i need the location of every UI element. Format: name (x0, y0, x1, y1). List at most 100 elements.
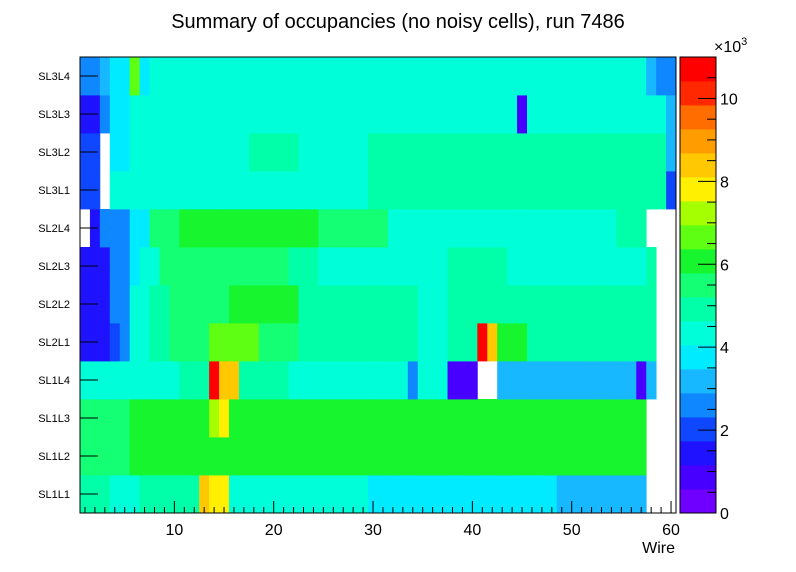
heatmap-cell (278, 171, 289, 210)
heatmap-cell (169, 95, 180, 134)
heatmap-cell (328, 361, 339, 400)
heatmap-cell (348, 475, 359, 514)
heatmap-cell (467, 437, 478, 476)
heatmap-cell (517, 57, 528, 96)
heatmap-cell (209, 133, 220, 172)
x-tick-label: 60 (662, 522, 680, 539)
heatmap-cell (378, 57, 389, 96)
heatmap-cell (159, 437, 170, 476)
heatmap-cell (358, 171, 369, 210)
heatmap-cell (636, 209, 647, 248)
heatmap-cell (467, 171, 478, 210)
heatmap-cell (179, 323, 190, 362)
heatmap-cell (646, 285, 657, 324)
heatmap-cell (149, 323, 160, 362)
heatmap-cell (258, 361, 270, 400)
heatmap-cell (487, 171, 498, 210)
heatmap-cell (159, 95, 170, 134)
heatmap-cell (417, 323, 429, 362)
heatmap-cell (487, 323, 498, 362)
heatmap-cell (209, 399, 220, 438)
heatmap-cell (566, 209, 578, 248)
heatmap-cell (99, 475, 111, 514)
heatmap-cell (407, 285, 419, 324)
heatmap-cell (487, 95, 498, 134)
heatmap-cell (328, 247, 339, 286)
heatmap-cell (536, 209, 548, 248)
x-tick-label: 50 (563, 522, 581, 539)
heatmap-cell (586, 285, 597, 324)
heatmap-cell (348, 323, 359, 362)
heatmap-cell (179, 399, 190, 438)
heatmap-cell (457, 399, 468, 438)
colorbar-tick-label: 6 (720, 257, 729, 274)
heatmap-cell (109, 285, 121, 324)
heatmap-cell (318, 361, 329, 400)
heatmap-cell (119, 399, 131, 438)
heatmap-cell (487, 247, 498, 286)
heatmap-cell (368, 437, 379, 476)
heatmap-cell (248, 361, 260, 400)
x-tick-label: 40 (463, 522, 481, 539)
heatmap-cell (348, 247, 359, 286)
heatmap-cell (149, 95, 160, 134)
heatmap-cell (527, 475, 538, 514)
colorbar-segment (680, 201, 716, 226)
heatmap-cell (586, 209, 597, 248)
heatmap-cell (497, 95, 508, 134)
heatmap-cell (427, 475, 438, 514)
heatmap-cell (636, 361, 647, 400)
colorbar-segment (680, 249, 716, 274)
heatmap-cell (517, 361, 528, 400)
heatmap-cell (487, 57, 498, 96)
heatmap-cell (487, 437, 498, 476)
heatmap-cell (368, 475, 379, 514)
heatmap-cell (199, 399, 210, 438)
heatmap-cell (447, 361, 458, 400)
heatmap-cell (437, 437, 448, 476)
heatmap-cell (248, 133, 260, 172)
heatmap-cell (149, 133, 160, 172)
heatmap-cell (507, 399, 518, 438)
x-tick-label: 10 (165, 522, 183, 539)
heatmap-cell (308, 133, 319, 172)
heatmap-cell (209, 171, 220, 210)
heatmap-cell (586, 323, 597, 362)
heatmap-cell (209, 437, 220, 476)
heatmap-cell (467, 361, 478, 400)
heatmap-cell (308, 285, 319, 324)
heatmap-cell (119, 475, 131, 514)
heatmap-cell (586, 247, 597, 286)
heatmap-cell (238, 361, 250, 400)
heatmap-cell (626, 95, 637, 134)
heatmap-cell (99, 247, 111, 286)
heatmap-cell (179, 361, 190, 400)
heatmap-cell (586, 361, 597, 400)
heatmap-cell (556, 171, 568, 210)
colorbar-segment (680, 321, 716, 346)
heatmap-cell (546, 437, 558, 476)
heatmap-cell (129, 57, 140, 96)
heatmap-cell (229, 361, 240, 400)
heatmap-cell (368, 361, 379, 400)
heatmap-cell (139, 361, 150, 400)
heatmap-cell (527, 247, 538, 286)
heatmap-cell (368, 247, 379, 286)
heatmap-cell (179, 437, 190, 476)
heatmap-cell (546, 475, 558, 514)
heatmap-cell (517, 475, 528, 514)
colorbar-segment (680, 153, 716, 178)
heatmap-cell (288, 323, 299, 362)
heatmap-cell (219, 437, 230, 476)
heatmap-cell (209, 247, 220, 286)
heatmap-cell (666, 57, 677, 96)
heatmap-cell (457, 95, 468, 134)
heatmap-cell (467, 95, 478, 134)
heatmap-cell (507, 57, 518, 96)
heatmap-cell (318, 323, 329, 362)
heatmap-cell (387, 323, 399, 362)
heatmap-cell (248, 57, 260, 96)
heatmap-cell (556, 475, 568, 514)
heatmap-cell (556, 285, 568, 324)
heatmap-cell (109, 95, 121, 134)
